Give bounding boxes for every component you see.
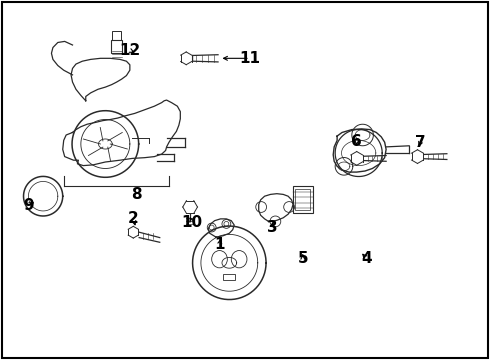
Text: 7: 7 <box>415 135 426 150</box>
Text: 1: 1 <box>214 237 225 252</box>
Text: 12: 12 <box>119 43 141 58</box>
Text: 2: 2 <box>128 211 139 226</box>
Bar <box>223 274 235 280</box>
Text: 9: 9 <box>23 198 34 213</box>
Bar <box>111 40 122 53</box>
Text: 8: 8 <box>131 187 142 202</box>
Text: 3: 3 <box>267 220 277 235</box>
Polygon shape <box>71 58 130 101</box>
Bar <box>293 186 313 213</box>
Text: 10: 10 <box>181 215 203 230</box>
Bar <box>295 189 310 210</box>
Text: 6: 6 <box>351 134 362 149</box>
Text: 5: 5 <box>297 251 308 266</box>
Text: 4: 4 <box>361 251 372 266</box>
Text: 11: 11 <box>240 51 260 66</box>
Bar <box>112 31 121 40</box>
